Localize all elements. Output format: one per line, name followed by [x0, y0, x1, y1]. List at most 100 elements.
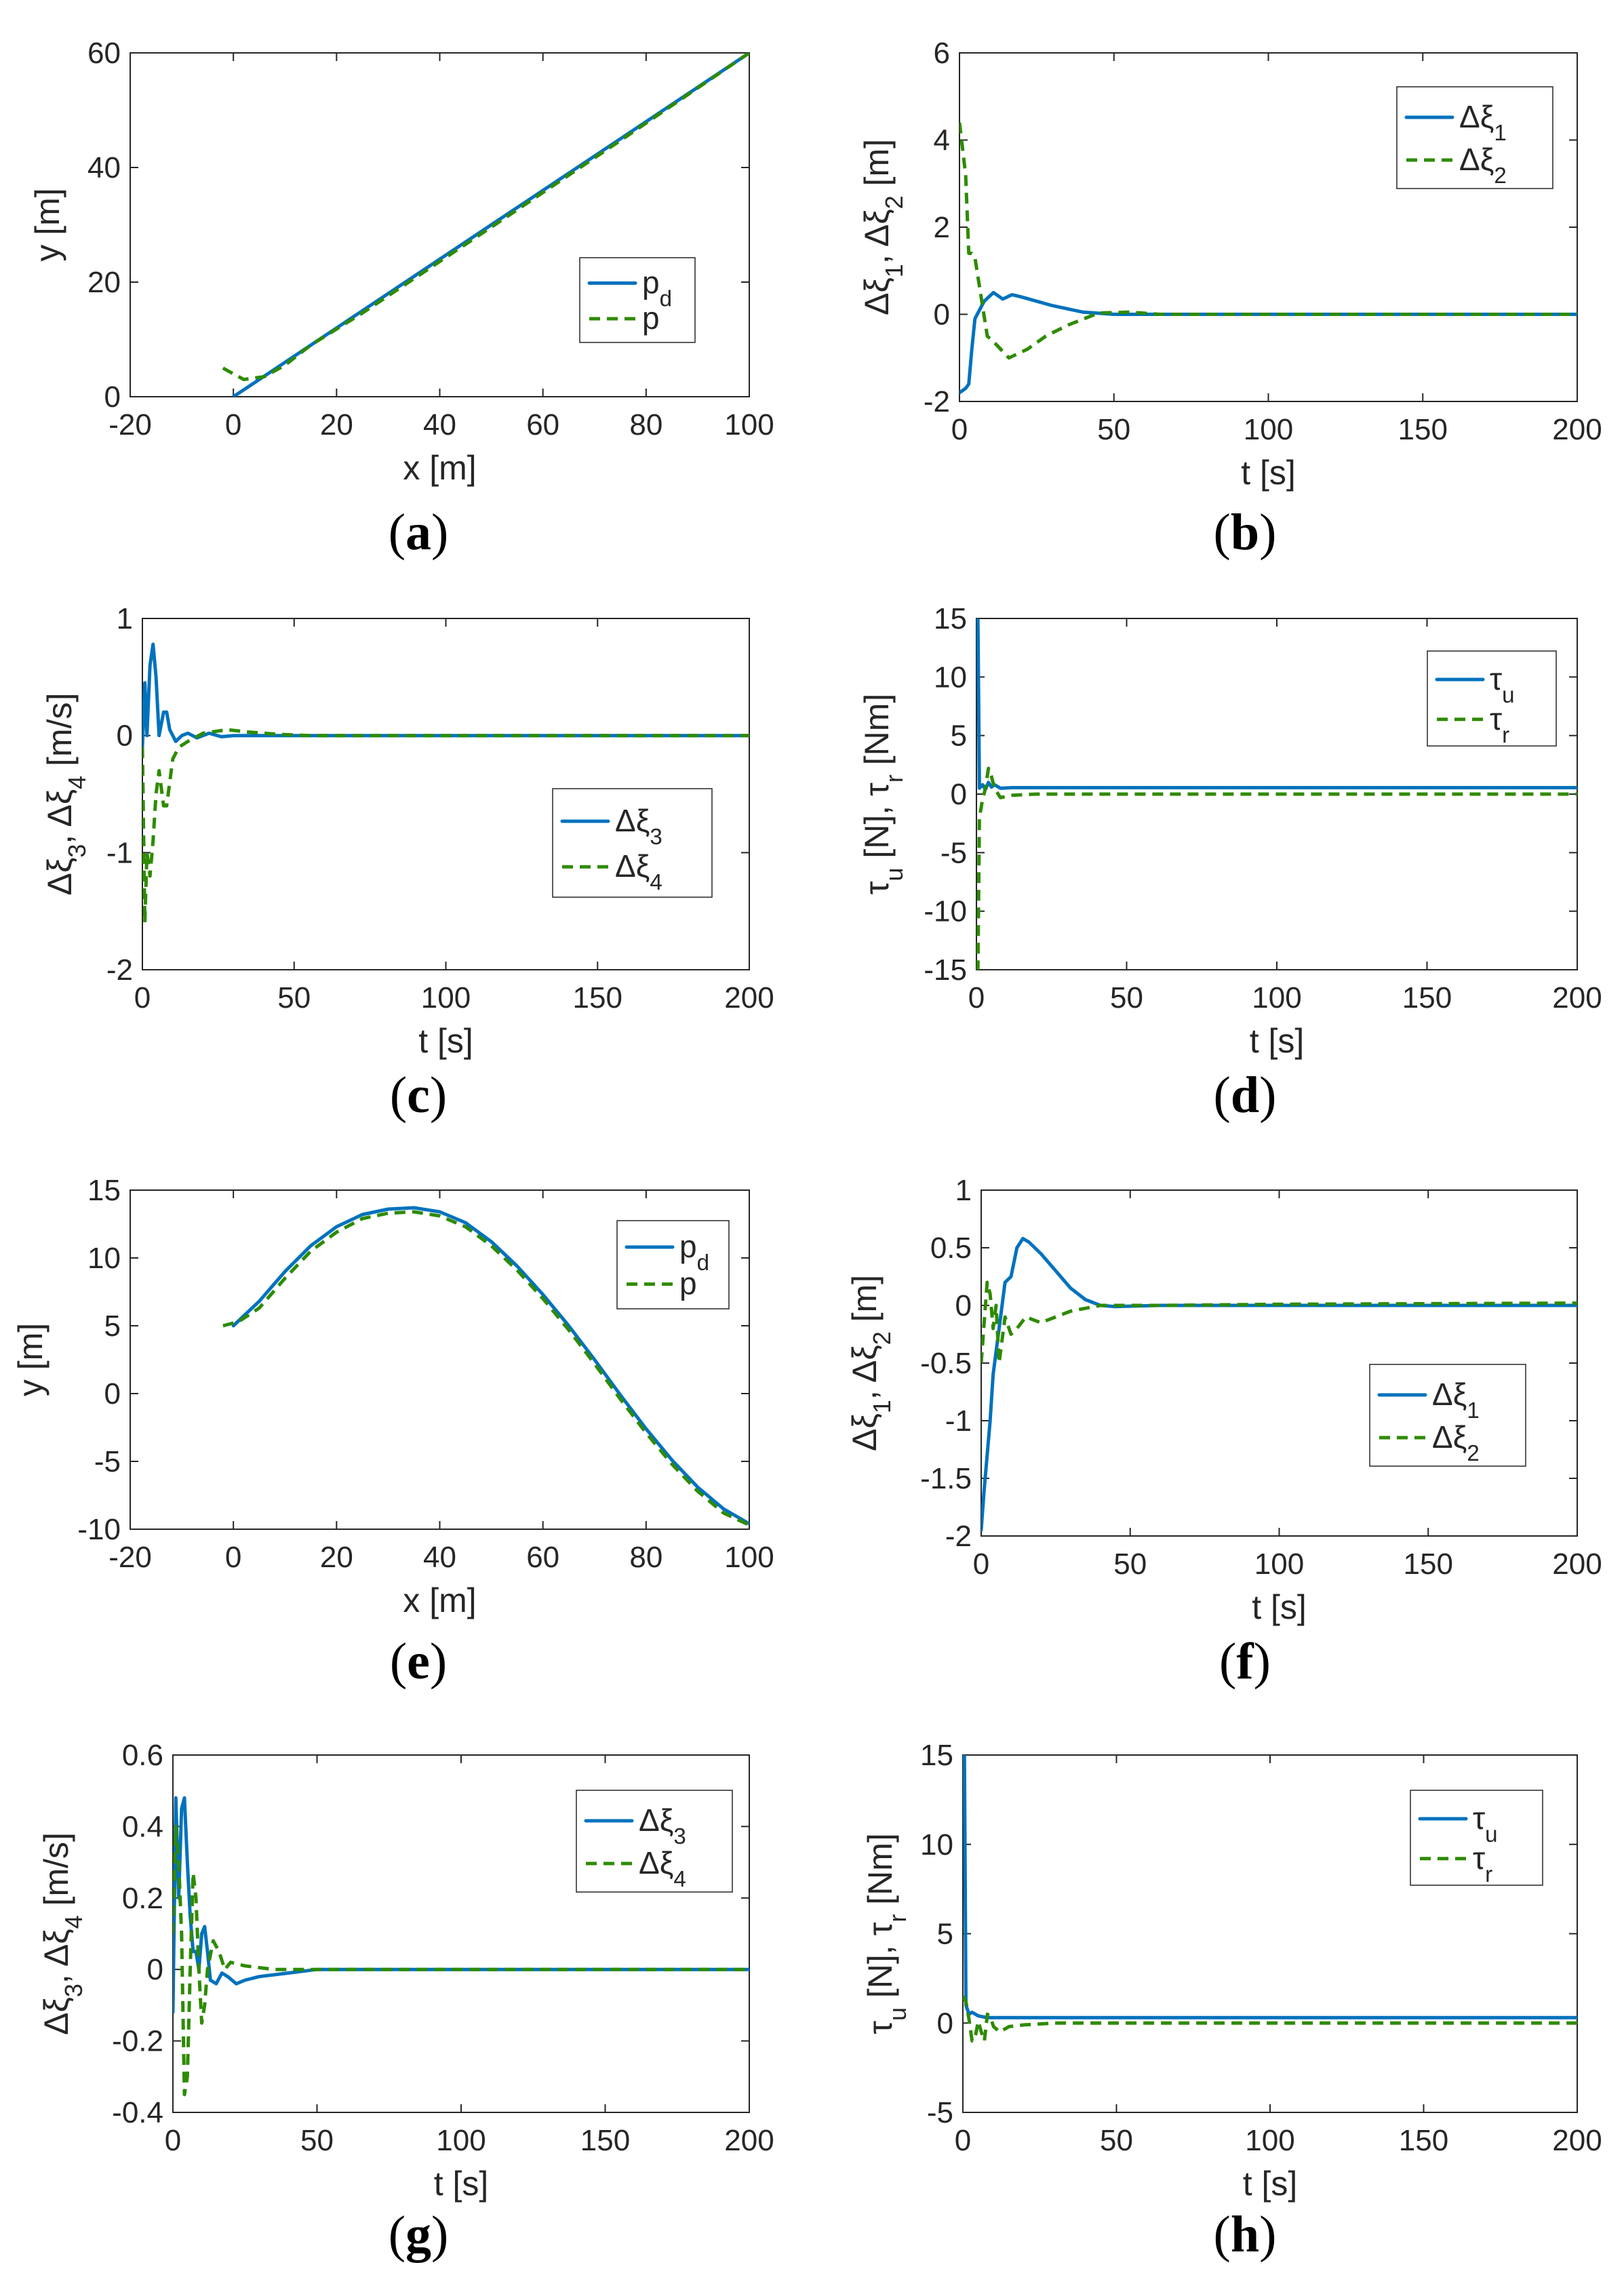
x-tick-label: 150 — [580, 2124, 630, 2157]
y-tick-label: -2 — [924, 385, 950, 418]
x-tick-label: 60 — [526, 408, 559, 441]
series-line-2-b-2 — [959, 122, 1577, 360]
x-axis-label: t [s] — [1243, 2165, 1298, 2203]
y-tick-label: -10 — [77, 1513, 121, 1546]
panel-caption-c: (c) — [390, 1067, 447, 1124]
y-tick-label: 1 — [117, 602, 133, 635]
y-tick-label: 0 — [104, 380, 121, 414]
y-tick-label: 0 — [934, 298, 950, 332]
series-line-3-g-1 — [173, 1796, 749, 2014]
x-tick-label: 100 — [1254, 1548, 1304, 1581]
panel-caption-g: (g) — [389, 2206, 449, 2263]
y-tick-label: 0 — [147, 1953, 163, 1986]
x-tick-label: 80 — [629, 408, 662, 441]
y-tick-label: -10 — [924, 895, 967, 928]
legend-box — [616, 1220, 730, 1309]
panel-caption-h: (h) — [1214, 2206, 1277, 2263]
x-tick-label: -20 — [108, 408, 152, 441]
x-tick-label: 0 — [225, 1541, 241, 1574]
y-tick-label: 2 — [934, 211, 950, 244]
y-axis-label: Δξ1, Δξ2 [m] — [858, 139, 908, 315]
y-tick-label: 5 — [104, 1309, 121, 1343]
x-tick-label: 20 — [320, 408, 353, 441]
x-tick-label: 20 — [320, 1541, 353, 1574]
y-tick-label: -5 — [940, 836, 967, 869]
series-line-2-f-2 — [981, 1280, 1577, 1365]
y-tick-label: -2 — [106, 953, 133, 987]
series-line-p-e-2 — [222, 1210, 749, 1527]
x-tick-label: 150 — [1402, 981, 1452, 1014]
x-tick-label: 100 — [1244, 413, 1293, 446]
panel-caption-e: (e) — [390, 1633, 447, 1690]
y-tick-label: -15 — [924, 953, 967, 987]
x-tick-label: 200 — [724, 981, 774, 1014]
y-tick-label: 5 — [951, 720, 967, 753]
x-tick-label: 80 — [629, 1541, 662, 1574]
x-tick-label: 0 — [951, 413, 968, 446]
series-line-u-d-1 — [976, 618, 1577, 791]
legend: pdp — [579, 257, 696, 343]
x-tick-label: 200 — [724, 2124, 774, 2157]
x-axis-label: t [s] — [1252, 1588, 1307, 1626]
x-axis-label: t [s] — [1250, 1022, 1305, 1060]
series-line-4-c-2 — [142, 728, 749, 925]
y-tick-label: 0 — [937, 2007, 953, 2040]
y-axis-label: y [m] — [28, 188, 66, 261]
x-axis-label: x [m] — [403, 1581, 476, 1619]
x-tick-label: 40 — [423, 1541, 456, 1574]
axes-frame — [130, 52, 750, 397]
y-tick-label: 15 — [934, 602, 967, 635]
y-axis-label: τu [N], τr [Nm] — [858, 694, 908, 895]
y-tick-label: 20 — [87, 266, 121, 299]
axes-frame — [981, 1189, 1578, 1537]
legend-box — [579, 257, 696, 343]
x-tick-label: 0 — [955, 2124, 971, 2157]
x-tick-label: 0 — [134, 981, 151, 1014]
x-tick-label: 100 — [1252, 981, 1301, 1014]
x-tick-label: 150 — [1399, 2124, 1448, 2157]
y-tick-label: 60 — [87, 37, 121, 70]
y-tick-label: 0 — [117, 720, 133, 753]
y-axis-label: y [m] — [12, 1323, 49, 1396]
y-tick-label: 10 — [920, 1828, 953, 1861]
x-tick-label: 150 — [1404, 1548, 1453, 1581]
x-tick-label: -20 — [108, 1541, 152, 1574]
x-tick-label: 50 — [300, 2124, 334, 2157]
y-tick-label: 0 — [951, 778, 967, 811]
x-tick-label: 100 — [1245, 2124, 1294, 2157]
y-tick-label: 40 — [87, 151, 121, 184]
x-tick-label: 60 — [526, 1541, 559, 1574]
panel-caption-b: (b) — [1214, 504, 1277, 561]
y-tick-label: -0.4 — [112, 2096, 163, 2129]
panel-e: -20 0 20 40 60 80 100 -10 -5 0 5 10 15 x [m] y [m] pdp — [12, 1174, 774, 1619]
y-tick-label: 0 — [955, 1289, 972, 1322]
x-axis-label: t [s] — [434, 2165, 489, 2203]
y-axis-label: τu [N], τr [Nm] — [861, 1833, 911, 2034]
x-tick-label: 150 — [573, 981, 622, 1014]
legend-box — [1369, 1364, 1526, 1467]
x-tick-label: 0 — [973, 1548, 989, 1581]
y-tick-label: -5 — [927, 2096, 953, 2129]
x-tick-label: 50 — [1097, 413, 1130, 446]
y-tick-label: 15 — [920, 1739, 953, 1772]
x-axis-label: t [s] — [1241, 454, 1296, 492]
x-tick-label: 100 — [421, 981, 471, 1014]
x-axis-label: x [m] — [403, 449, 476, 487]
series-line-pd-e-1 — [231, 1206, 749, 1526]
x-tick-label: 50 — [1100, 2124, 1133, 2157]
y-tick-label: 0 — [104, 1377, 121, 1411]
x-tick-label: 200 — [1552, 1548, 1602, 1581]
x-tick-label: 0 — [968, 981, 985, 1014]
x-tick-label: 0 — [225, 408, 241, 441]
x-tick-label: 200 — [1552, 2124, 1602, 2157]
x-tick-label: 200 — [1552, 413, 1602, 446]
y-tick-label: 6 — [934, 37, 950, 70]
legend-box — [1410, 1790, 1543, 1886]
